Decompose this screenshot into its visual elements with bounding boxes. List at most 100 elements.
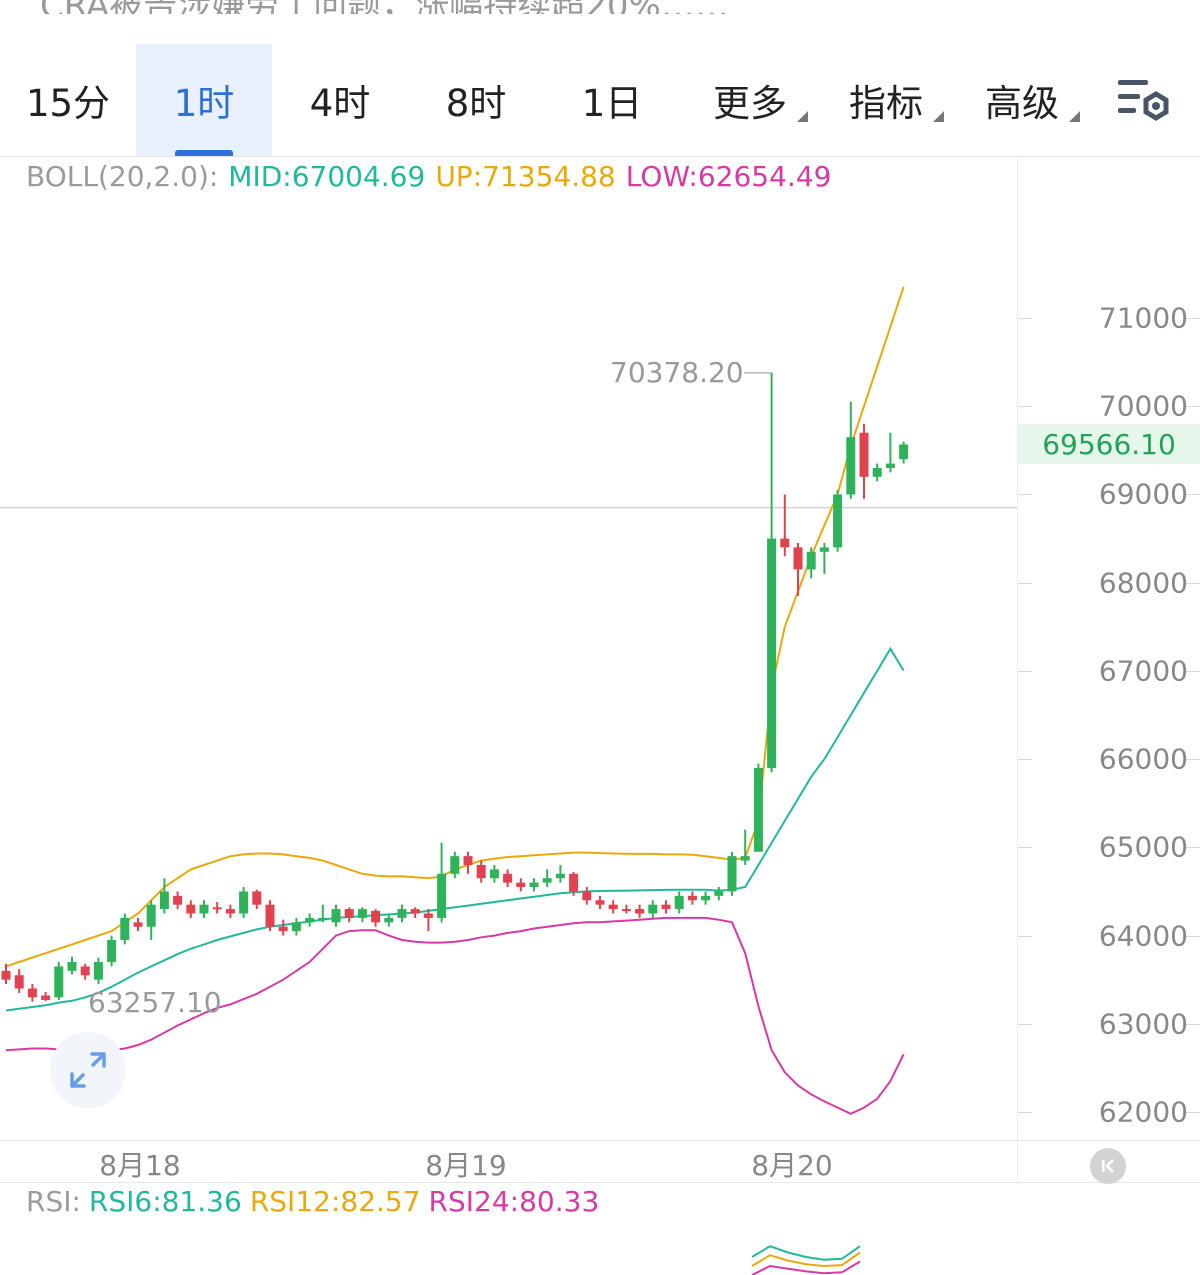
price-tick-mark: [1186, 847, 1200, 849]
boll-mid-line: [5, 646, 905, 1012]
date-label: 8月20: [751, 1149, 833, 1182]
tab-15min[interactable]: 15分: [25, 82, 111, 125]
date-label: 8月19: [425, 1149, 507, 1182]
candle-body: [753, 767, 763, 852]
candle-body: [199, 904, 209, 914]
candle-body: [278, 926, 288, 932]
price-tick-label: 69000: [1098, 477, 1188, 511]
price-tick-mark: [1018, 494, 1032, 496]
price-tick-mark: [1018, 406, 1032, 408]
tab-4hour[interactable]: 4时: [309, 82, 371, 125]
chart-settings-button[interactable]: [1110, 74, 1174, 130]
candle-body: [542, 878, 552, 883]
price-tick-mark: [1186, 670, 1200, 672]
candle-body: [859, 432, 869, 477]
candle-body: [833, 494, 843, 548]
candle-body: [582, 891, 592, 901]
candle-body: [727, 856, 737, 892]
candle-body: [714, 891, 724, 896]
candle-body: [463, 856, 473, 865]
price-tick-label: 62000: [1098, 1095, 1188, 1129]
candle-body: [767, 538, 777, 768]
tab-1hour[interactable]: 1时: [136, 44, 272, 156]
price-tick-mark: [1186, 1023, 1200, 1025]
candle-body: [371, 910, 381, 923]
scroll-to-latest-button[interactable]: [1090, 1148, 1126, 1184]
price-axis-divider: [1017, 156, 1018, 1182]
candle-body: [819, 547, 829, 552]
price-tick-label: 67000: [1098, 654, 1188, 688]
candle-body: [476, 864, 486, 879]
price-tick-mark: [1186, 582, 1200, 584]
rsi24-value: RSI24:80.33: [428, 1185, 600, 1218]
price-tick-mark: [1018, 1023, 1032, 1025]
candle-body: [225, 909, 235, 914]
candle-body: [516, 882, 526, 888]
candle-body: [54, 966, 64, 998]
candle-body: [186, 904, 196, 914]
dropdown-caret-icon: [933, 111, 944, 122]
tab-indicators[interactable]: 指标: [826, 44, 946, 156]
price-tick-mark: [1018, 759, 1032, 761]
price-tick-mark: [1186, 494, 1200, 496]
candle-body: [555, 873, 565, 879]
title-strip: CRA被告涉嫌劳工问题，涨幅持续超20%……: [0, 0, 1200, 14]
current-price-label: 69566.10: [1018, 424, 1200, 464]
price-tick-mark: [1018, 318, 1032, 319]
price-tick-label: 66000: [1098, 742, 1188, 776]
candle-body: [80, 966, 90, 976]
candle-body: [701, 895, 711, 901]
chart-settings-icon: [1118, 80, 1169, 121]
candle-body: [291, 922, 301, 932]
boll-mid-value: MID:67004.69: [228, 160, 426, 193]
tab-8hour[interactable]: 8时: [445, 82, 507, 125]
expand-arrows-icon: [70, 1052, 106, 1088]
price-tick-label: 70000: [1098, 389, 1188, 423]
candle-body: [595, 900, 605, 905]
candle-body: [159, 891, 169, 910]
rsi-legend: RSI: RSI6:81.36 RSI12:82.57 RSI24:80.33: [26, 1185, 607, 1218]
tab-1day[interactable]: 1日: [581, 82, 643, 125]
candle-body: [780, 538, 790, 548]
candle-body: [437, 873, 447, 918]
price-tick-mark: [1186, 1112, 1200, 1113]
candle-body: [305, 917, 315, 923]
boll-low-line: [5, 916, 905, 1115]
price-tick-mark: [1186, 759, 1200, 761]
timeframe-tabs: 15分 1时 4时 8时 1日 更多 指标 高级: [0, 44, 1200, 156]
time-axis-divider: [0, 1140, 1200, 1141]
candle-body: [212, 907, 222, 910]
boll-prefix: BOLL(20,2.0):: [26, 160, 219, 193]
candle-body: [410, 909, 420, 914]
candle-body: [14, 975, 24, 989]
price-tick-mark: [1186, 406, 1200, 408]
price-tick-label: 65000: [1098, 830, 1188, 864]
candle-body: [384, 917, 394, 923]
rsi-chart: [751, 1245, 861, 1275]
candle-body: [67, 962, 77, 971]
price-tick-mark: [1018, 670, 1032, 672]
tab-more[interactable]: 更多: [690, 44, 810, 156]
fullscreen-button[interactable]: [50, 1032, 126, 1108]
candle-body: [173, 895, 183, 905]
candle-body: [569, 873, 579, 892]
candle-body: [318, 917, 328, 920]
candlestick-chart[interactable]: [0, 156, 1017, 1140]
tab-advanced[interactable]: 高级: [962, 44, 1082, 156]
candle-body: [674, 895, 684, 910]
price-tick-label: 63000: [1098, 1007, 1188, 1041]
rsi12-line: [751, 1251, 861, 1268]
dropdown-caret-icon: [797, 111, 808, 122]
low-price-annotation: 63257.10: [88, 986, 222, 1019]
candle-body: [529, 882, 539, 888]
price-tick-mark: [1018, 1112, 1032, 1113]
price-tick-mark: [1186, 935, 1200, 937]
rsi-prefix: RSI:: [26, 1185, 81, 1218]
candle-body: [687, 895, 697, 901]
candle-body: [635, 909, 645, 914]
candle-body: [357, 909, 367, 918]
candle-body: [120, 917, 130, 940]
high-price-annotation: 70378.20: [610, 356, 744, 389]
candle-body: [885, 463, 895, 468]
candle-body: [133, 922, 143, 927]
